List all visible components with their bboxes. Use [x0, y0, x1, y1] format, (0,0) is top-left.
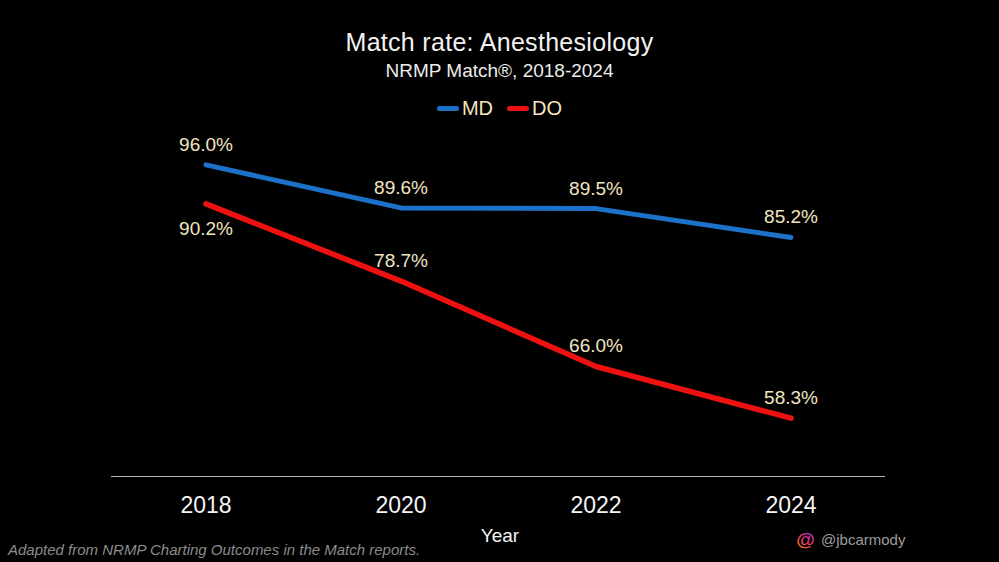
value-label-md-2022: 89.5% [569, 178, 623, 200]
x-axis-line [111, 476, 885, 477]
value-label-do-2018: 90.2% [179, 218, 233, 240]
svg-text:@: @ [796, 529, 815, 550]
credit-block: @ @jbcarmody [795, 529, 905, 550]
value-label-do-2024: 58.3% [764, 387, 818, 409]
credit-handle: @jbcarmody [821, 531, 905, 548]
value-label-md-2020: 89.6% [374, 177, 428, 199]
x-axis-title: Year [481, 525, 519, 547]
value-label-do-2022: 66.0% [569, 335, 623, 357]
value-label-md-2018: 96.0% [179, 134, 233, 156]
value-label-do-2020: 78.7% [374, 250, 428, 272]
x-tick-2020: 2020 [375, 492, 426, 519]
line-md [206, 165, 791, 238]
x-tick-2018: 2018 [180, 492, 231, 519]
x-tick-2024: 2024 [765, 492, 816, 519]
value-label-md-2024: 85.2% [764, 206, 818, 228]
source-note: Adapted from NRMP Charting Outcomes in t… [8, 541, 420, 558]
x-tick-2022: 2022 [570, 492, 621, 519]
line-do [206, 204, 791, 418]
threads-icon: @ [795, 529, 816, 550]
slide-canvas: Match rate: Anesthesiology NRMP Match®, … [0, 0, 999, 562]
plot-area [0, 0, 999, 562]
